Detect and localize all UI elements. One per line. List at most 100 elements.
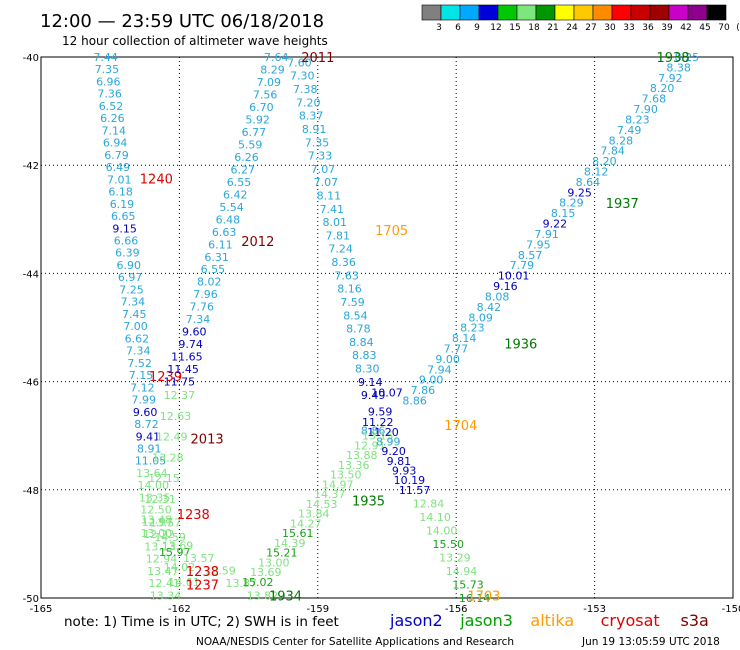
wave-height-value: 13.57 — [150, 516, 182, 529]
wave-height-value: 16.14 — [459, 592, 491, 605]
wave-height-value: 14.00 — [426, 524, 458, 537]
wave-height-value: 7.63 — [334, 269, 359, 282]
wave-height-value: 15.02 — [242, 576, 274, 589]
x-tick-label: -153 — [583, 604, 606, 615]
wave-height-value: 7.15 — [129, 369, 154, 382]
colorbar-swatch — [459, 4, 480, 21]
wave-height-value: 7.81 — [325, 229, 350, 242]
wave-height-value: 13.48 — [141, 514, 173, 527]
wave-height-value: 13.35 — [139, 491, 171, 504]
plot-area: -165 -162 -159 -156 -153 -150 -40 -42 -44 -46 -48… — [23, 51, 740, 615]
wave-height-value: 6.79 — [104, 149, 129, 162]
wave-height-value: 8.72 — [134, 418, 159, 431]
wave-height-value: 9.41 — [136, 430, 161, 443]
wave-height-value: 6.49 — [106, 161, 131, 174]
chart-subtitle: 12 hour collection of altimeter wave hei… — [62, 34, 328, 48]
wave-height-value: 11.57 — [399, 484, 431, 497]
wave-height-value: 9.15 — [112, 222, 137, 235]
wave-height-value: 8.29 — [559, 197, 584, 210]
wave-height-value: 7.34 — [126, 345, 151, 358]
colorbar-swatch — [554, 4, 575, 21]
x-tick-label: -165 — [30, 604, 53, 615]
colorbar-label: 9 — [474, 23, 480, 33]
wave-height-value: 7.64 — [264, 51, 289, 64]
colorbar-swatch — [535, 4, 556, 21]
pass-time-label: 1238 — [186, 565, 219, 580]
pass-time-label: 2012 — [241, 235, 274, 250]
wave-height-value: 6.27 — [230, 163, 255, 176]
wave-height-value: 6.52 — [99, 100, 124, 113]
colorbar-label: (ft) — [736, 23, 740, 33]
wave-height-value: 13.00 — [141, 527, 173, 540]
wave-height-value: 5.54 — [219, 201, 244, 214]
wave-height-value: 9.00 — [435, 353, 460, 366]
wave-height-value: 6.94 — [103, 137, 128, 150]
y-tick-label: -42 — [23, 161, 39, 172]
wave-height-value: 7.09 — [257, 76, 282, 89]
wave-height-value: 14.94 — [446, 565, 478, 578]
pass-time-label: 1938 — [656, 51, 689, 66]
wave-height-value: 10.19 — [394, 474, 426, 487]
wave-height-value: 12.37 — [164, 389, 196, 402]
footer-timestamp: Jun 19 13:05:59 UTC 2018 — [581, 636, 720, 648]
colorbar-swatch — [668, 4, 689, 21]
wave-height-value: 8.91 — [302, 123, 327, 136]
wave-height-value: 13.47 — [147, 565, 179, 578]
wave-height-value: 9.14 — [358, 376, 383, 389]
wave-height-value: 5.59 — [238, 138, 263, 151]
wave-height-value: 13.57 — [183, 552, 215, 565]
wave-height-value: 9.60 — [133, 406, 158, 419]
colorbar-swatch — [630, 4, 651, 21]
wave-height-value: 7.01 — [107, 173, 132, 186]
wave-height-value: 7.38 — [293, 83, 318, 96]
wave-height-value: 10.07 — [371, 386, 403, 399]
wave-height-values: 7.447.356.967.366.526.267.146.946.796.49… — [93, 51, 699, 605]
legend-entry: jason3 — [459, 611, 513, 630]
legend-entry: cryosat — [601, 611, 660, 630]
wave-height-value: 8.38 — [666, 61, 691, 74]
y-tick-label: -48 — [23, 486, 39, 497]
wave-height-value: 6.48 — [216, 213, 241, 226]
wave-height-value: 13.82 — [247, 589, 279, 602]
wave-height-value: 8.14 — [452, 332, 477, 345]
colorbar-swatch — [573, 4, 594, 21]
wave-height-value: 9.93 — [392, 464, 417, 477]
colorbar-label: 39 — [661, 23, 673, 33]
wave-height-value: 9.49 — [361, 389, 386, 402]
colorbar-label: 3 — [436, 23, 442, 33]
wave-height-value: 8.11 — [317, 189, 342, 202]
wave-height-value: 7.86 — [411, 384, 436, 397]
wave-height-value: 6.97 — [118, 271, 143, 284]
wave-height-value: 7.56 — [253, 88, 278, 101]
wave-height-value: 8.86 — [402, 395, 427, 408]
wave-height-value: 8.36 — [331, 256, 356, 269]
wave-height-value: 8.15 — [551, 207, 576, 220]
wave-height-value: 6.70 — [249, 101, 274, 114]
wave-height-value: 8.91 — [137, 442, 162, 455]
wave-height-value: 6.19 — [110, 198, 135, 211]
wave-height-value: 6.96 — [96, 75, 121, 88]
y-tick-label: -50 — [23, 594, 39, 605]
wave-height-value: 13.88 — [346, 449, 378, 462]
wave-height-value: 8.12 — [584, 166, 609, 179]
x-tick-label: -150 — [722, 604, 740, 615]
wave-height-value: 13.15 — [362, 430, 394, 443]
wave-height-value: 7.94 — [427, 363, 452, 376]
wave-height-value: 8.99 — [376, 435, 401, 448]
pass-time-label: 1238 — [177, 508, 210, 523]
wave-height-value: 8.16 — [337, 283, 362, 296]
wave-height-value: 6.62 — [125, 332, 150, 345]
wave-height-value: 8.09 — [468, 311, 493, 324]
colorbar-label: 12 — [490, 23, 501, 33]
wave-height-value: 8.02 — [197, 276, 222, 289]
wave-height-value: 14.02 — [164, 561, 196, 574]
wave-height-value: 14.37 — [314, 488, 346, 501]
wave-height-value: 7.79 — [510, 259, 535, 272]
wave-height-value: 7.07 — [314, 176, 339, 189]
wave-height-value: 7.52 — [127, 357, 152, 370]
wave-height-value: 6.39 — [115, 247, 140, 260]
colorbar-label: 33 — [623, 23, 634, 33]
wave-height-value: 7.30 — [290, 70, 315, 83]
colorbar-swatch — [516, 4, 537, 21]
